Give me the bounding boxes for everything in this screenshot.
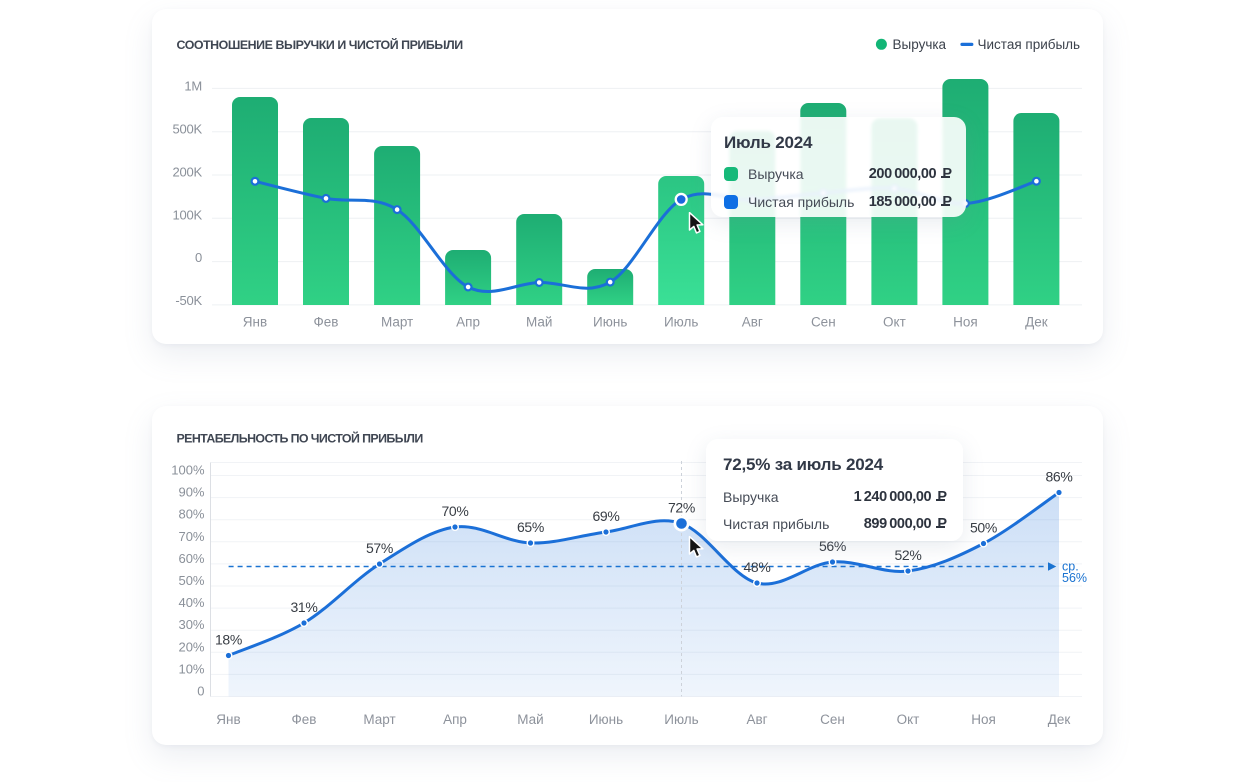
svg-text:Янв: Янв xyxy=(243,315,267,330)
svg-text:20%: 20% xyxy=(178,639,204,654)
svg-text:200K: 200K xyxy=(172,164,202,179)
svg-text:70%: 70% xyxy=(441,503,468,519)
svg-text:0: 0 xyxy=(197,684,204,699)
svg-text:Март: Март xyxy=(363,712,395,727)
svg-text:60%: 60% xyxy=(178,551,204,566)
svg-text:Дек: Дек xyxy=(1048,712,1071,727)
svg-text:90%: 90% xyxy=(178,485,204,500)
svg-text:80%: 80% xyxy=(178,507,204,522)
svg-text:30%: 30% xyxy=(178,617,204,632)
svg-text:Авг: Авг xyxy=(742,315,763,330)
svg-text:Фев: Фев xyxy=(292,712,317,727)
svg-text:РЕНТАБЕЛЬНОСТЬ ПО ЧИСТОЙ ПРИБЫ: РЕНТАБЕЛЬНОСТЬ ПО ЧИСТОЙ ПРИБЫЛИ xyxy=(177,431,424,446)
svg-text:31%: 31% xyxy=(290,599,317,615)
svg-text:52%: 52% xyxy=(894,547,921,563)
svg-text:70%: 70% xyxy=(178,529,204,544)
svg-text:Апр: Апр xyxy=(443,712,467,727)
svg-text:Янв: Янв xyxy=(216,712,240,727)
svg-text:Чистая прибыль: Чистая прибыль xyxy=(978,37,1081,52)
svg-text:Сен: Сен xyxy=(811,315,836,330)
svg-text:Июнь: Июнь xyxy=(593,315,627,330)
svg-text:Авг: Авг xyxy=(746,712,767,727)
svg-text:1M: 1M xyxy=(184,79,202,94)
svg-text:48%: 48% xyxy=(743,559,770,575)
svg-text:Май: Май xyxy=(517,712,543,727)
svg-text:65%: 65% xyxy=(517,519,544,535)
svg-text:Июль: Июль xyxy=(664,712,698,727)
svg-text:Окт: Окт xyxy=(897,712,920,727)
svg-text:100K: 100K xyxy=(172,207,202,222)
svg-text:50%: 50% xyxy=(970,520,997,536)
svg-text:72%: 72% xyxy=(668,500,695,516)
svg-text:57%: 57% xyxy=(366,540,393,556)
svg-text:Окт: Окт xyxy=(883,315,906,330)
svg-text:0: 0 xyxy=(195,250,202,265)
svg-text:Апр: Апр xyxy=(456,315,480,330)
svg-text:18%: 18% xyxy=(215,632,242,648)
svg-text:Июнь: Июнь xyxy=(589,712,623,727)
svg-text:Ноя: Ноя xyxy=(953,315,978,330)
svg-text:СООТНОШЕНИЕ ВЫРУЧКИ И ЧИСТОЙ П: СООТНОШЕНИЕ ВЫРУЧКИ И ЧИСТОЙ ПРИБЫЛИ xyxy=(177,37,464,52)
svg-text:Сен: Сен xyxy=(820,712,845,727)
svg-text:Март: Март xyxy=(381,315,413,330)
svg-text:ср.: ср. xyxy=(1062,560,1079,574)
svg-text:-50K: -50K xyxy=(175,293,202,308)
svg-text:86%: 86% xyxy=(1045,469,1072,485)
svg-text:10%: 10% xyxy=(178,661,204,676)
svg-text:500K: 500K xyxy=(172,122,202,137)
svg-text:40%: 40% xyxy=(178,595,204,610)
svg-text:Июль: Июль xyxy=(664,315,698,330)
svg-text:50%: 50% xyxy=(178,573,204,588)
svg-text:56%: 56% xyxy=(819,538,846,554)
svg-text:Фев: Фев xyxy=(314,315,339,330)
svg-text:Дек: Дек xyxy=(1025,315,1048,330)
svg-text:Выручка: Выручка xyxy=(893,37,947,52)
svg-text:56%: 56% xyxy=(1062,571,1087,585)
svg-text:69%: 69% xyxy=(592,508,619,524)
svg-text:Май: Май xyxy=(526,315,552,330)
svg-text:100%: 100% xyxy=(171,463,205,478)
svg-text:Ноя: Ноя xyxy=(971,712,996,727)
